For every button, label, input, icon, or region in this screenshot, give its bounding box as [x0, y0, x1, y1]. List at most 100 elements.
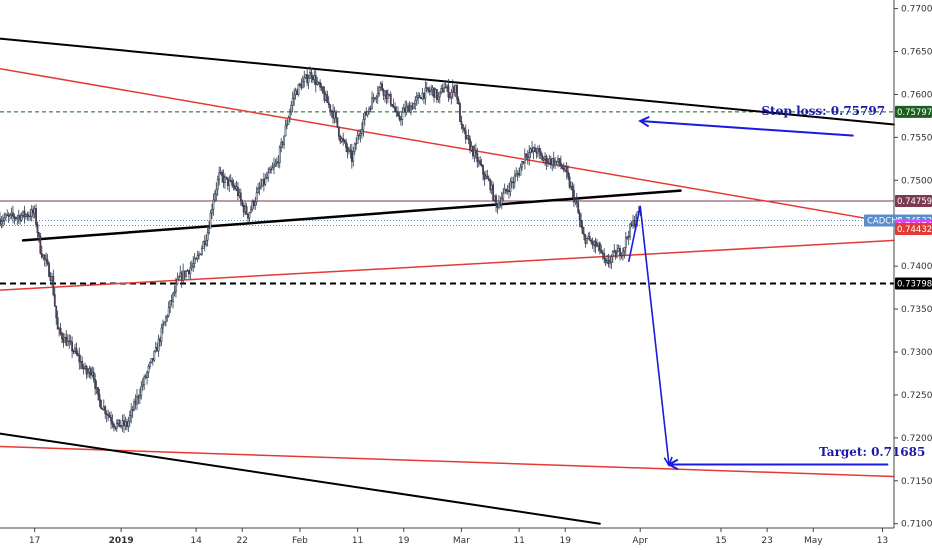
candle-body-346: [498, 202, 500, 208]
candle-body-413: [594, 241, 597, 247]
lower-red-line: [0, 239, 895, 291]
candle-body-13: [17, 215, 20, 218]
candle-body-141: [202, 241, 205, 249]
candle-body-318: [457, 98, 460, 105]
red-level-line-badge-label: 0.74432: [897, 225, 932, 235]
candle-body-72: [102, 406, 105, 410]
candle-body-279: [401, 111, 404, 120]
candle-body-236: [339, 135, 342, 142]
candle-body-121: [173, 291, 176, 294]
candle-body-285: [410, 105, 412, 113]
time-tick-label-10: Apr: [632, 536, 648, 546]
candle-body-117: [167, 307, 170, 317]
candle-body-131: [187, 270, 190, 275]
candle-body-242: [348, 149, 350, 153]
candle-body-435: [626, 236, 629, 239]
candle-body-68: [97, 387, 99, 395]
candle-body-383: [551, 158, 554, 166]
candle-body-254: [365, 112, 368, 116]
candle-body-162: [232, 184, 235, 187]
candle-body-5: [6, 214, 9, 217]
candle-body-178: [255, 192, 258, 202]
candle-body-132: [189, 267, 192, 275]
candle-body-348: [500, 198, 503, 205]
time-tick-label-6: 19: [398, 536, 410, 546]
candle-body-239: [343, 140, 346, 142]
candle-body-112: [160, 327, 163, 342]
candle-body-341: [490, 184, 493, 190]
candle-body-213: [306, 74, 309, 83]
candle-body-357: [513, 175, 516, 183]
candle-body-205: [294, 90, 297, 96]
candle-body-120: [172, 292, 174, 302]
target-annotation-arrowhead: [666, 458, 679, 471]
candle-body-50: [71, 341, 73, 352]
candle-body-43: [61, 333, 63, 340]
candle-body-192: [275, 161, 278, 164]
candle-body-258: [371, 97, 373, 110]
candle-body-417: [600, 249, 603, 254]
candle-body-238: [342, 138, 345, 141]
candle-body-119: [170, 300, 173, 302]
candle-body-54: [76, 353, 79, 356]
candle-body-304: [437, 96, 440, 100]
candle-body-80: [114, 426, 117, 429]
candle-body-246: [353, 143, 356, 152]
candle-body-173: [248, 212, 251, 219]
candle-body-149: [213, 193, 216, 201]
candle-body-33: [46, 259, 49, 264]
candle-body-436: [627, 236, 630, 238]
candle-body-371: [534, 147, 536, 152]
candle-body-168: [241, 200, 244, 206]
stop-loss-annotation-arrowhead: [638, 115, 650, 128]
candle-body-369: [531, 148, 533, 153]
candle-body-245: [352, 150, 355, 162]
candle-body-64: [91, 371, 94, 376]
time-tick-label-1: 2019: [109, 536, 134, 546]
candle-body-145: [208, 227, 210, 234]
candle-body-191: [274, 163, 277, 166]
candle-body-419: [603, 253, 606, 260]
candle-body-31: [43, 254, 46, 260]
candle-body-217: [311, 76, 314, 81]
candle-body-388: [558, 158, 561, 164]
candle-body-265: [381, 83, 384, 91]
candle-body-271: [389, 93, 392, 105]
candle-body-58: [82, 367, 85, 370]
candle-body-440: [633, 220, 636, 227]
candle-body-159: [228, 179, 231, 186]
candle-body-323: [464, 130, 467, 140]
time-tick-label-5: 11: [352, 536, 363, 546]
candle-body-170: [244, 206, 247, 213]
candle-body-386: [555, 160, 558, 163]
time-axis[interactable]: 17 2019 14 22 Feb 11 19 Mar 11 19 Apr 15 23 May 13: [0, 527, 894, 546]
stop-level-line-badge-label: 0.75797: [897, 108, 932, 118]
candle-body-362: [521, 161, 523, 168]
candle-body-113: [162, 324, 164, 329]
candle-body-146: [209, 212, 212, 229]
candle-body-274: [394, 106, 396, 112]
candle-body-190: [273, 164, 275, 168]
candle-body-47: [66, 340, 69, 346]
candle-body-169: [242, 205, 245, 213]
stop-loss-annotation-arrow: [640, 120, 854, 137]
candle-body-262: [376, 93, 379, 98]
candle-body-334: [480, 163, 483, 166]
candle-body-157: [225, 176, 228, 179]
candle-body-22: [30, 209, 33, 217]
candle-body-77: [110, 417, 112, 422]
time-tick-label-0: 17: [29, 536, 40, 546]
candle-body-275: [395, 111, 398, 113]
candle-body-249: [358, 134, 360, 137]
candle-body-99: [141, 384, 144, 387]
candle-body-377: [542, 158, 545, 161]
candle-body-134: [192, 263, 195, 267]
candle-body-295: [424, 87, 427, 99]
candle-body-359: [516, 173, 519, 175]
